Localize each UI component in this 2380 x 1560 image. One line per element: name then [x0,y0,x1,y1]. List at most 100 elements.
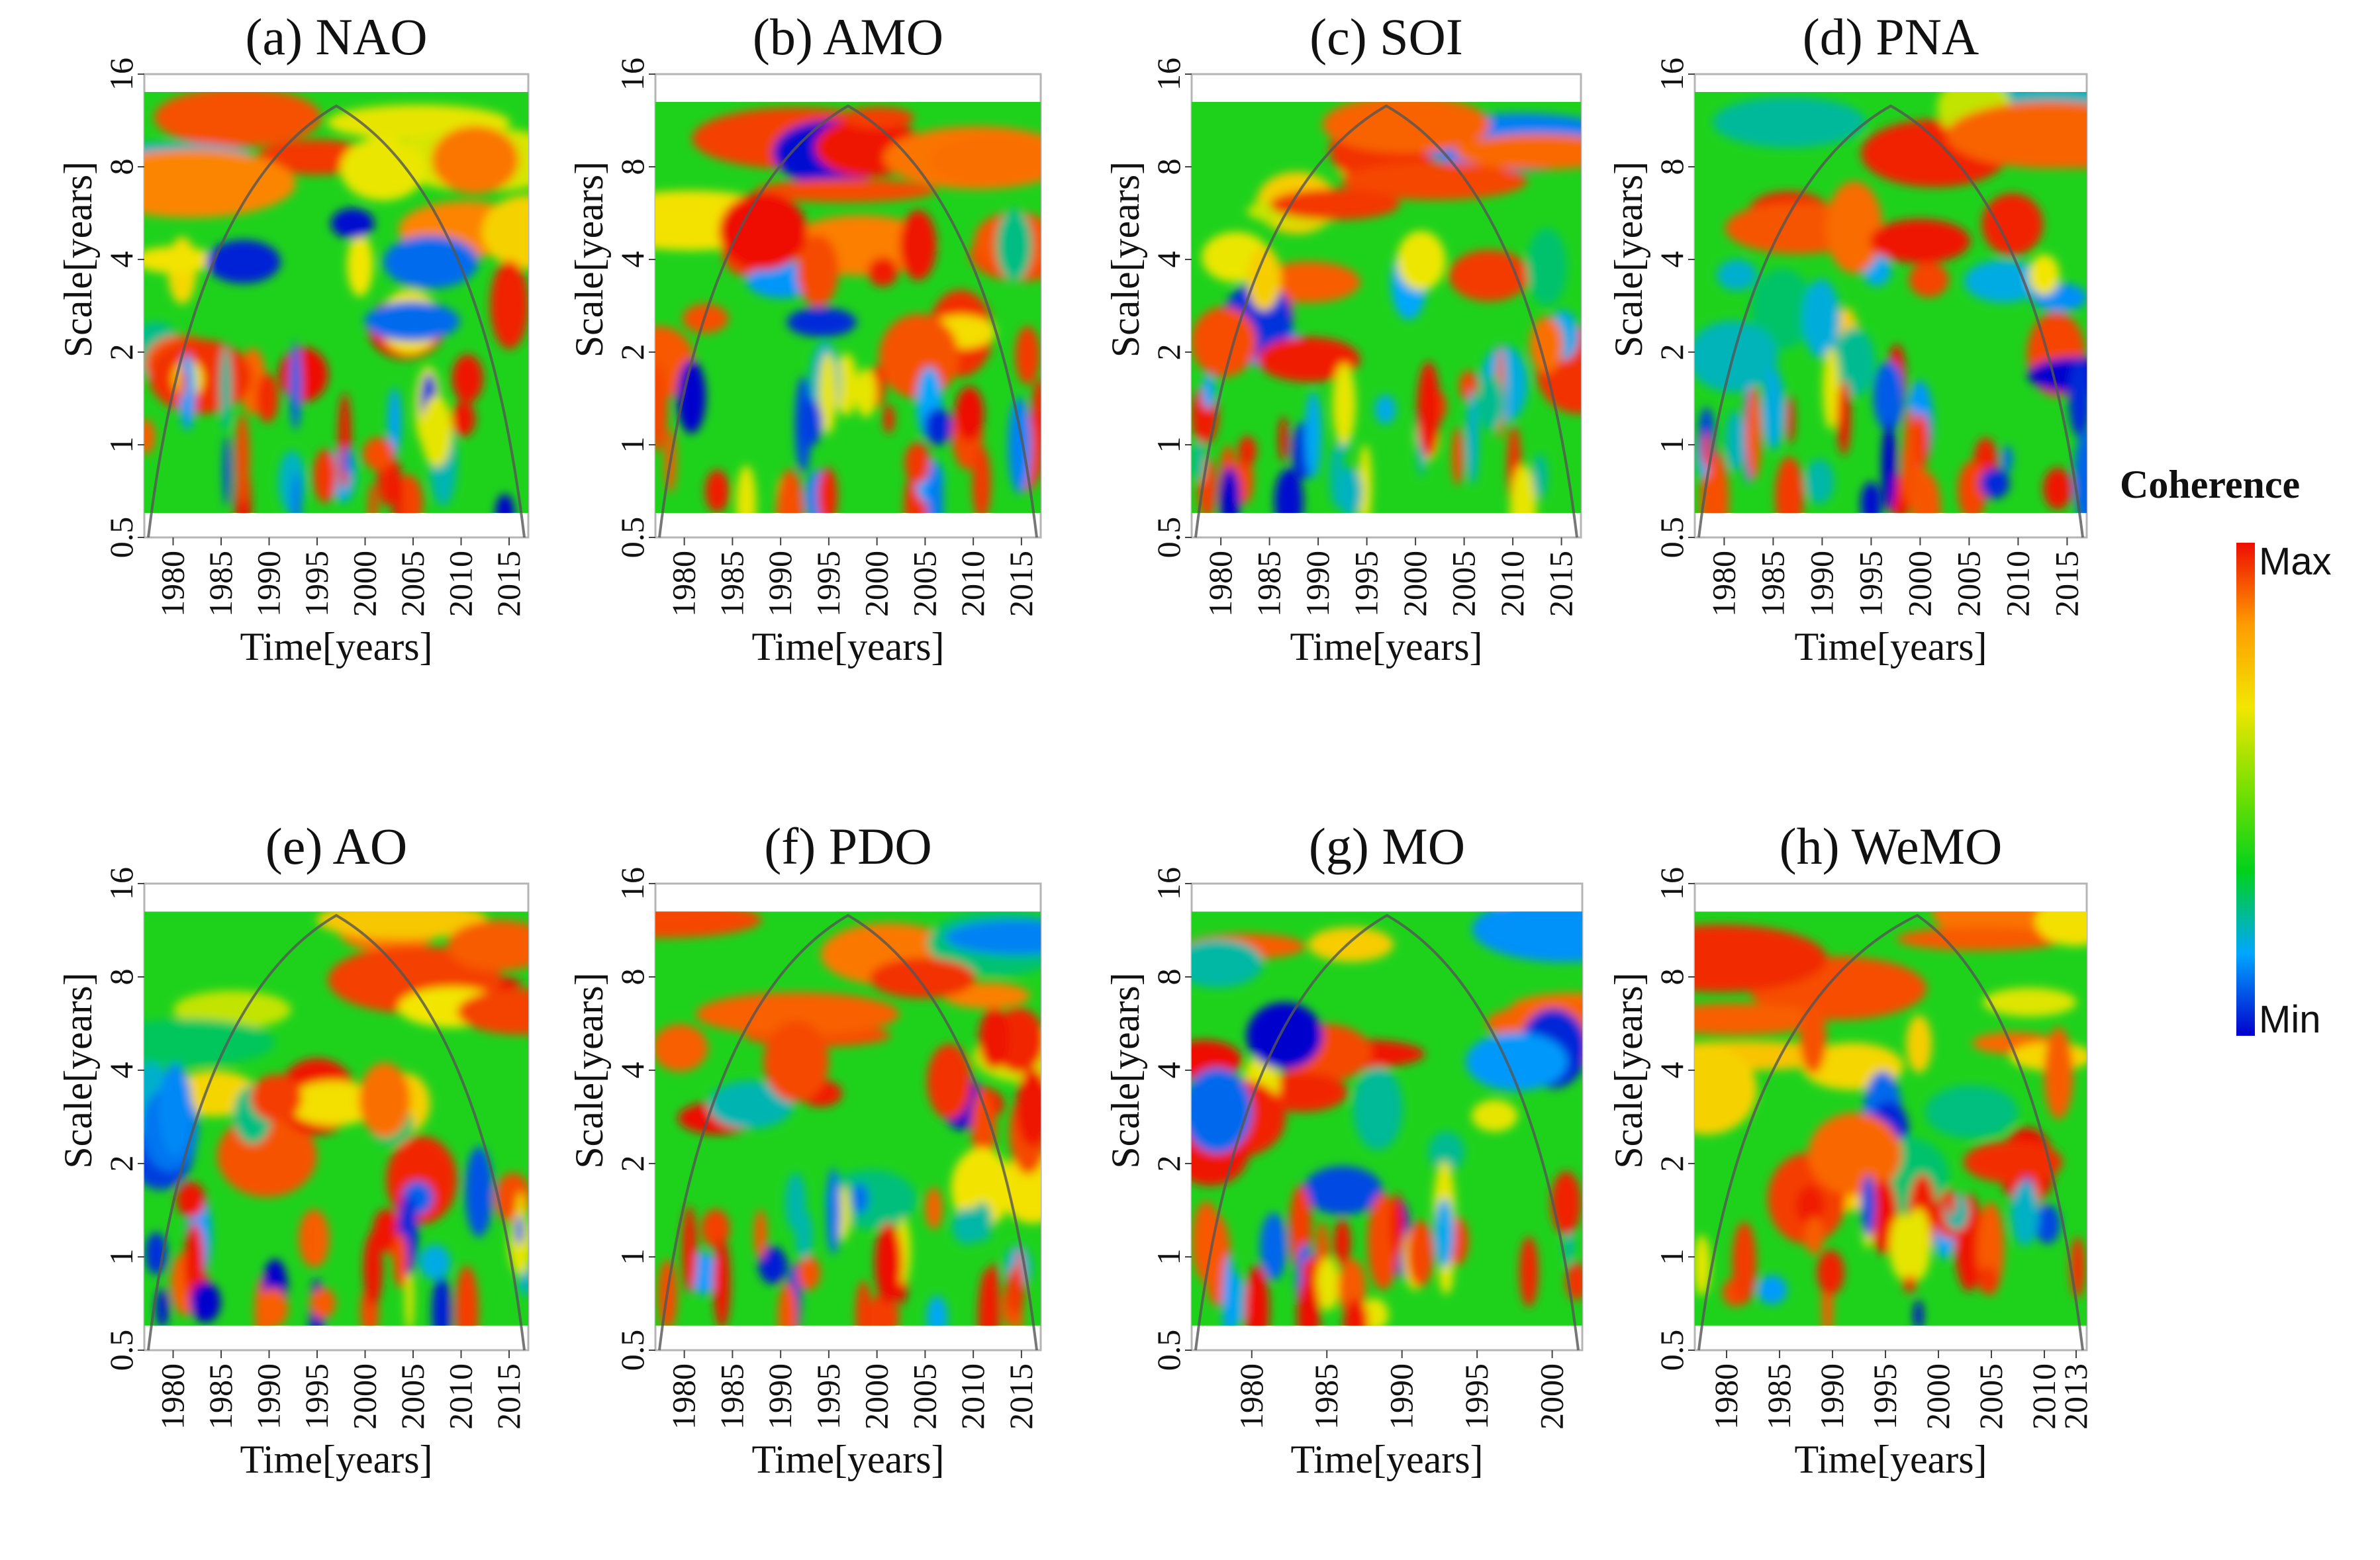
panel-h-coherence-region [2035,911,2087,946]
panel-b-x-tick-label: 2005 [906,551,943,617]
panel-d-coherence-region [1964,259,2043,303]
panel-h-coherence-region [2044,1027,2073,1120]
panel-a-x-tick-label: 2005 [394,551,431,617]
panel-c-coherence-region [1304,391,1322,479]
panel-d-y-tick-label: 1 [1653,437,1690,453]
panel-h-title: (h) WeMO [1780,817,2003,875]
panel-f-x-tick-label: 1990 [761,1363,798,1430]
panel-d-coherence-region [1909,262,1949,298]
panel-a-y-tick-label: 1 [103,437,140,453]
panel-h-y-tick-label: 0.5 [1653,1330,1690,1371]
panel-g-y-tick-label: 1 [1150,1249,1187,1265]
panel-a-coherence-region [235,414,250,505]
panel-a-coherence-region [420,395,453,467]
panel-f-x-tick-label: 2015 [1002,1363,1039,1430]
panel-c-x-tick-label: 2015 [1543,551,1580,617]
panel-b-coherence-region [736,465,757,514]
panel-a-y-tick-label: 8 [103,159,140,175]
panel-h-coherence-region [1799,1003,1827,1074]
panel-h-y-tick-label: 16 [1653,867,1690,900]
panel-b-coherence-region [835,353,858,416]
panel-f-cone-of-influence [658,913,1038,1351]
panel-d-x-tick-label: 1995 [1852,551,1889,617]
panel-d-coherence-region [1751,268,1814,349]
colorbar-max-label: Max [2259,540,2332,583]
panel-e-coherence-region [447,920,528,972]
panel-f-coherence-region [701,1209,730,1248]
panel-g-x-tick-label: 1995 [1458,1363,1495,1430]
panel-f-coherence-region [758,1246,787,1285]
panel-h-coherence-region [2070,1236,2085,1298]
panel-e-y-tick-label: 2 [103,1156,140,1172]
panel-d-x-tick-label: 2015 [2048,551,2085,617]
panel-h-cone-of-influence [1697,913,2084,1351]
panel-h-coherence-region [1695,1234,1711,1296]
panel-f-y-tick-label: 2 [614,1156,651,1172]
panel-f-y-tick-label: 16 [614,867,651,900]
panel-g-coherence-region [1390,1193,1404,1256]
panel-e-coherence-region [455,1265,479,1326]
panel-a-x-tick-label: 2000 [346,551,383,617]
panel-g-coherence-region [1434,1198,1454,1268]
panel-c-coherence-region [1332,363,1356,446]
panel-a-x-tick-label: 1990 [250,551,287,617]
panel-c-coherence-region [1238,436,1257,467]
panel-a-y-axis-label: Scale[years] [56,161,100,357]
panel-b-y-tick-label: 8 [614,159,651,175]
panel-e-coherence-region [190,1281,221,1323]
panel-h-x-tick-label: 2000 [1919,1363,1956,1430]
panel-e-cone-of-influence [147,913,526,1351]
panel-h-y-tick-label: 2 [1653,1156,1690,1172]
panel-e-y-tick-label: 1 [103,1249,140,1265]
panel-g-coherence-region [1245,1265,1270,1326]
panel-a-x-tick-label: 1995 [298,551,335,617]
panel-b-y-tick-label: 2 [614,344,651,361]
panel-f-coherence-region [1006,1267,1025,1316]
panel-e-y-tick-label: 16 [103,867,140,900]
panel-a-x-tick-label: 2010 [442,551,479,617]
panel-a-coherence-region [144,149,296,218]
panel-f-y-tick-label: 1 [614,1249,651,1265]
panel-c-coherence-region [1322,101,1490,154]
panel-h-coherence-region [1795,1185,1825,1226]
panel-b-coherence-region [718,192,808,271]
panel-f-coherence-region [945,919,1041,955]
panel-f-coherence-field [655,911,1041,1326]
panel-a-coherence-region [222,436,231,507]
panel-b-x-tick-label: 1980 [665,551,702,617]
panel-f-coherence-region [707,1080,794,1129]
panel-g-coherence-region [1308,927,1394,962]
panel-d-coherence-region [1775,457,1804,514]
panel-a: (a) NAO 0.5 1 2 4 8 16 1980 1985 1990 1995 2000 2005… [56,8,530,668]
panel-c-coherence-region [1374,394,1396,424]
panel-f-coherence-region [952,1208,983,1245]
panel-e-title: (e) AO [265,817,407,875]
panel-e-x-tick-label: 2015 [490,1363,527,1430]
panel-g-coherence-region [1471,1099,1518,1132]
panel-c-y-tick-label: 0.5 [1150,517,1187,559]
panel-g-coherence-region [1472,911,1582,962]
panel-c-coherence-region [1478,373,1504,432]
panel-e-y-tick-label: 0.5 [103,1330,140,1371]
panel-f-coherence-region [713,1238,731,1326]
panel-b-coherence-region [1015,326,1040,385]
panel-d-coherence-region [1870,218,1971,264]
panel-f-coherence-region [778,1282,798,1326]
panel-a-coherence-field [144,91,528,514]
panel-g-coherence-region [1303,1166,1383,1215]
panel-f-x-axis-label: Time[years] [751,1438,944,1481]
panel-h-x-tick-label: 1980 [1707,1363,1744,1430]
panel-a-title: (a) NAO [245,8,427,66]
panel-c-coherence-region [1449,250,1530,302]
panel-e-coherence-region [405,1265,414,1326]
panel-h-coherence-region [2011,1181,2039,1246]
panel-a-x-tick-label: 1985 [202,551,239,617]
panel-a-y-tick-label: 16 [103,58,140,91]
panel-c-coherence-region [1257,337,1360,383]
panel-a-coherence-region [279,347,328,402]
panels: (a) NAO 0.5 1 2 4 8 16 1980 1985 1990 1995 2000 2005… [56,8,2094,1481]
panel-a-coherence-region [206,240,281,284]
panel-f-y-tick-label: 0.5 [614,1330,651,1371]
panel-g-coherence-region [1222,1254,1236,1326]
panel-a-coherence-region [364,301,460,342]
